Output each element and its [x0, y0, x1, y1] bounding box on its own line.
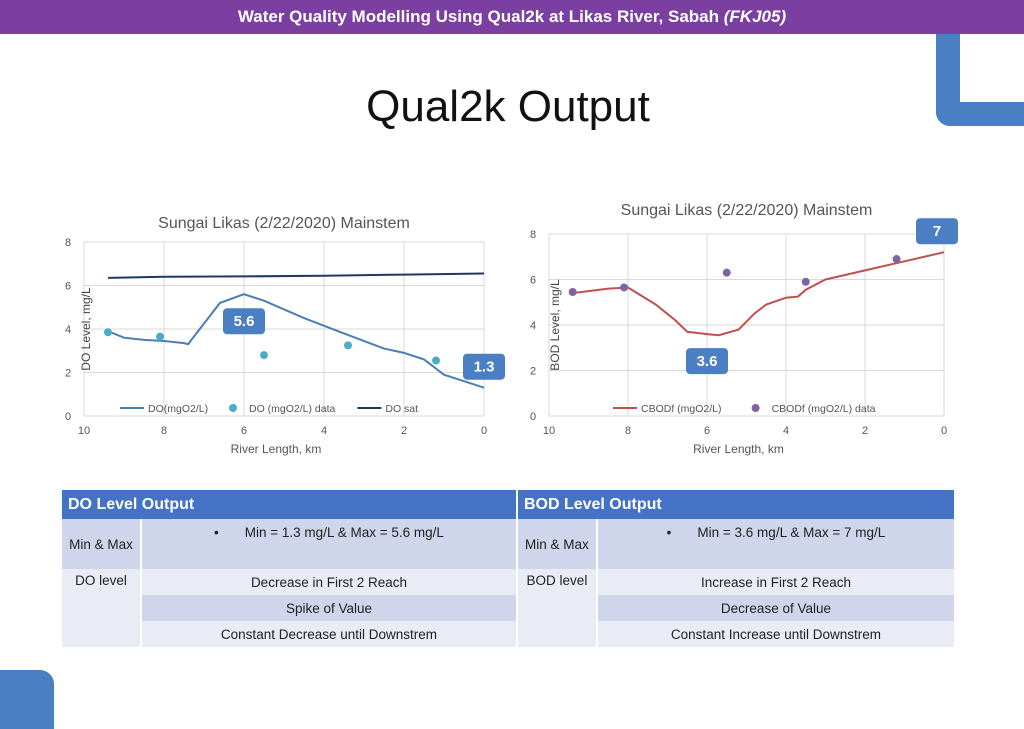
- data-point: [344, 341, 352, 350]
- y-tick-label: 8: [530, 229, 536, 241]
- value-callout: 5.6: [223, 308, 265, 335]
- y-tick-label: 8: [65, 237, 71, 249]
- series-line: [572, 251, 945, 337]
- legend-label: DO (mgO2/L) data: [249, 403, 336, 415]
- output-table: DO Level Output BOD Level Output Min & M…: [62, 490, 954, 647]
- bod-row-3: Constant Increase until Downstrem: [595, 621, 954, 647]
- y-tick-label: 0: [65, 411, 71, 423]
- banner-title: Water Quality Modelling Using Qual2k at …: [237, 7, 720, 26]
- legend-swatch: [751, 404, 760, 412]
- x-tick-label: 8: [161, 425, 167, 437]
- value-callout: 1.3: [463, 353, 505, 380]
- bod-row-1: Increase in First 2 Reach: [595, 569, 954, 595]
- callout-label: 7: [933, 223, 941, 240]
- chart-title: Sungai Likas (2/22/2020) Mainstem: [621, 202, 873, 219]
- data-point: [801, 277, 810, 286]
- x-tick-label: 2: [862, 425, 868, 437]
- y-tick-label: 4: [530, 320, 536, 332]
- x-tick-label: 4: [783, 425, 789, 437]
- corner-decoration-bottom-left: [0, 670, 54, 729]
- y-tick-label: 0: [530, 411, 536, 423]
- data-point: [568, 288, 577, 297]
- legend-swatch: [229, 404, 237, 412]
- do-table-header: DO Level Output: [62, 490, 517, 519]
- x-axis-label: River Length, km: [693, 442, 784, 456]
- x-tick-label: 8: [625, 425, 631, 437]
- series-line: [107, 272, 485, 279]
- x-tick-label: 4: [321, 425, 327, 437]
- slide-banner: Water Quality Modelling Using Qual2k at …: [0, 0, 1024, 34]
- do-minmax-label: Min & Max: [62, 519, 141, 569]
- data-point: [722, 268, 731, 277]
- bod-minmax-value: • Min = 3.6 mg/L & Max = 7 mg/L: [595, 519, 954, 569]
- do-row-3: Constant Decrease until Downstrem: [140, 621, 517, 647]
- x-tick-label: 0: [941, 425, 947, 437]
- bod-minmax-label: Min & Max: [515, 519, 597, 569]
- x-axis-label: River Length, km: [231, 442, 322, 456]
- do-minmax-text: Min = 1.3 mg/L & Max = 5.6 mg/L: [244, 525, 444, 540]
- bod-level-label: BOD level: [515, 569, 597, 647]
- bod-chart: Sungai Likas (2/22/2020) Mainstem 0 2 4 6 8 10…: [530, 202, 958, 456]
- banner-course-code: (FKJ05): [723, 7, 787, 26]
- x-tick-label: 2: [401, 425, 407, 437]
- x-tick-label: 6: [704, 425, 710, 437]
- value-callout: 7: [916, 218, 958, 245]
- data-point: [892, 255, 901, 264]
- x-tick-label: 0: [481, 425, 487, 437]
- y-axis-label: BOD Level, mg/L: [548, 279, 562, 371]
- slide-title: Qual2k Output: [366, 82, 650, 131]
- callout-label: 3.6: [697, 353, 718, 370]
- bod-minmax-text: Min = 3.6 mg/L & Max = 7 mg/L: [697, 525, 886, 540]
- x-tick-label: 10: [543, 425, 555, 437]
- callout-label: 5.6: [234, 313, 255, 330]
- y-tick-label: 6: [530, 275, 536, 287]
- data-point: [432, 356, 440, 365]
- callout-box: [916, 218, 958, 245]
- bod-table-header: BOD Level Output: [515, 490, 954, 519]
- data-point: [104, 328, 112, 337]
- bod-row-2: Decrease of Value: [595, 595, 954, 621]
- x-tick-label: 10: [78, 425, 90, 437]
- callout-label: 1.3: [474, 359, 495, 376]
- bullet-point: •: [214, 525, 219, 540]
- do-chart: Sungai Likas (2/22/2020) Mainstem 0 2 4 6 8 10…: [65, 215, 505, 456]
- chart-title: Sungai Likas (2/22/2020) Mainstem: [158, 215, 410, 232]
- callout-box: [686, 348, 728, 375]
- legend-label: CBODf (mgO2/L) data: [772, 403, 876, 415]
- y-tick-label: 4: [65, 324, 71, 336]
- y-tick-label: 2: [65, 368, 71, 380]
- legend-label: DO sat: [385, 403, 418, 415]
- x-tick-label: 6: [241, 425, 247, 437]
- series-line: [107, 293, 485, 389]
- y-tick-label: 6: [65, 281, 71, 293]
- corner-decoration-top-right: [936, 34, 1024, 126]
- do-minmax-value: • Min = 1.3 mg/L & Max = 5.6 mg/L: [140, 519, 517, 569]
- do-row-1: Decrease in First 2 Reach: [140, 569, 517, 595]
- legend-label: CBODf (mgO2/L): [641, 403, 722, 415]
- callout-box: [463, 353, 505, 380]
- y-tick-label: 2: [530, 366, 536, 378]
- value-callout: 3.6: [686, 348, 728, 375]
- callout-box: [223, 308, 265, 335]
- legend-label: DO(mgO2/L): [148, 403, 208, 415]
- do-row-2: Spike of Value: [140, 595, 517, 621]
- data-point: [620, 283, 629, 292]
- data-point: [156, 332, 164, 341]
- do-level-label: DO level: [62, 569, 141, 647]
- y-axis-label: DO Level, mg/L: [79, 287, 93, 371]
- data-point: [260, 351, 268, 360]
- bullet-point: •: [666, 525, 672, 540]
